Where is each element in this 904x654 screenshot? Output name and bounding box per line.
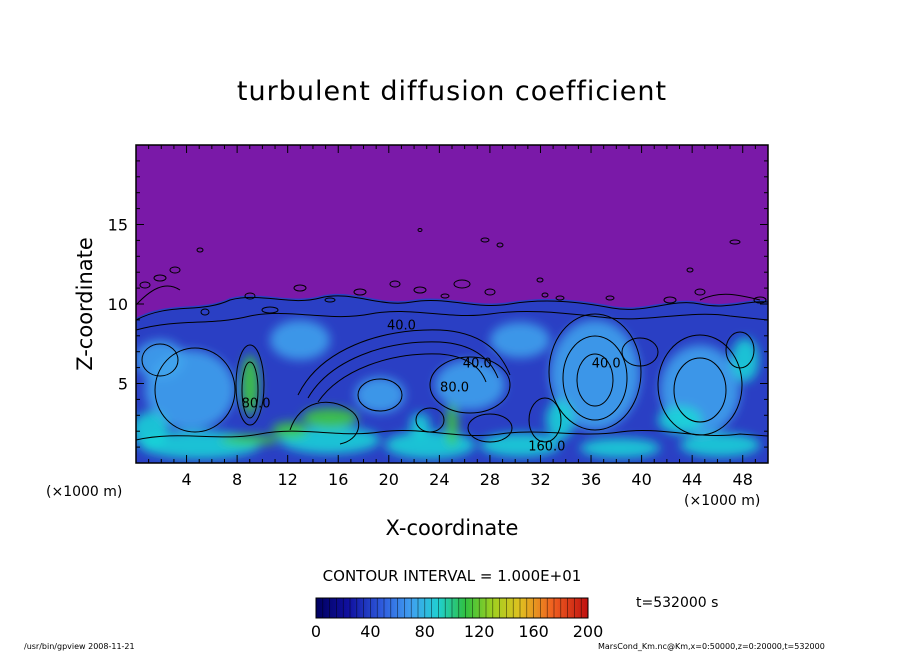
y-tick-label: 10 [108, 295, 128, 314]
y-axis: 5 10 15 [108, 160, 768, 448]
contour-label-0: 40.0 [592, 357, 621, 372]
time-label: t=532000 s [636, 595, 719, 611]
contour-label-4: 160.0 [528, 439, 565, 454]
x-tick-label: 8 [232, 470, 242, 489]
contour-island [413, 286, 427, 294]
contour-island [169, 266, 181, 274]
colorbar-tick-label: 80 [415, 622, 435, 641]
x-tick-label: 12 [278, 470, 298, 489]
upper-contour-islands [139, 228, 767, 316]
contour-lines [136, 285, 768, 445]
contour-island [196, 247, 204, 253]
contour-labels: 40.0 40.0 80.0 40.0 160.0 80.0 [242, 318, 621, 454]
contour-island [729, 239, 741, 245]
contour-island [663, 296, 677, 304]
field-patch [446, 403, 458, 447]
x-tick-label: 40 [631, 470, 651, 489]
contour-island [293, 284, 307, 292]
colorbar-frame [315, 597, 589, 619]
contour-label-1: 40.0 [463, 357, 492, 372]
field-patch [580, 438, 660, 458]
contour-island [753, 296, 767, 304]
field-patch [302, 408, 358, 428]
contour-island [686, 267, 694, 273]
x-axis-title: X-coordinate [386, 516, 519, 540]
x-unit-label-right: (×1000 m) [684, 493, 760, 509]
field-patch [480, 433, 560, 457]
contour-island [324, 297, 336, 303]
field-patch [435, 360, 505, 410]
contour-island [389, 280, 401, 288]
field-patch [680, 433, 760, 457]
contour-interval-label: CONTOUR INTERVAL = 1.000E+01 [322, 567, 582, 585]
field-patch [490, 322, 550, 358]
field-patch [410, 413, 430, 437]
contour-island [200, 308, 210, 316]
contour-island [417, 228, 423, 232]
colorbar-tick-label: 0 [311, 622, 321, 641]
contour-island [555, 295, 565, 301]
contour-island [440, 293, 450, 299]
field-patch [270, 320, 330, 360]
contour-island [541, 292, 549, 298]
field-patch [241, 355, 259, 415]
field-patch [136, 412, 168, 448]
contour-label-3: 40.0 [387, 318, 416, 333]
x-tick-label: 36 [581, 470, 601, 489]
colorbar-tick-label: 160 [518, 622, 549, 641]
field-patch [731, 338, 759, 382]
contour-island [353, 288, 367, 296]
chart-title: turbulent diffusion coefficient [236, 76, 668, 107]
colorbar: 0 40 80 120 160 200 [311, 597, 603, 641]
y-axis-title: Z-coordinate [73, 237, 97, 371]
field-patch [546, 400, 574, 440]
y-tick-label: 15 [108, 216, 128, 235]
field-patch [220, 435, 280, 445]
footer-program: /usr/bin/gpview 2008-11-21 [24, 642, 135, 651]
contour-island [496, 242, 504, 248]
contour-island [261, 306, 279, 314]
contour-island [244, 292, 256, 300]
colorbar-tick-label: 40 [360, 622, 380, 641]
colorbar-tick-label: 200 [573, 622, 604, 641]
x-tick-label: 24 [429, 470, 449, 489]
field-patch [658, 406, 702, 434]
contour-island [153, 274, 167, 282]
contour-label-2: 80.0 [440, 380, 469, 395]
colorbar-tick-labels: 0 40 80 120 160 200 [311, 622, 603, 641]
field-patch [136, 340, 185, 380]
x-tick-label: 4 [181, 470, 191, 489]
field-patch [355, 377, 405, 413]
x-unit-label-left: (×1000 m) [46, 484, 122, 500]
x-tick-label: 28 [480, 470, 500, 489]
colorbar-divisions [322, 598, 582, 618]
contour-island [484, 288, 496, 296]
contour-island [694, 288, 706, 296]
y-tick-label: 5 [118, 375, 128, 394]
x-tick-label: 44 [682, 470, 702, 489]
contour-label-5: 80.0 [242, 396, 271, 411]
contour-island [139, 281, 151, 289]
x-tick-label: 32 [530, 470, 550, 489]
contour-island [453, 279, 471, 289]
x-tick-label: 16 [328, 470, 348, 489]
x-axis: 4 8 12 16 20 24 28 32 36 40 44 48 [148, 145, 756, 489]
contour-island [480, 237, 490, 243]
colorbar-tick-label: 120 [464, 622, 495, 641]
contour-island [605, 295, 615, 301]
x-tick-label: 48 [733, 470, 753, 489]
footer-source: MarsCond_Km.nc@Km,x=0:50000,z=0:20000,t=… [598, 642, 825, 651]
contour-island [536, 277, 544, 283]
x-tick-label: 20 [379, 470, 399, 489]
